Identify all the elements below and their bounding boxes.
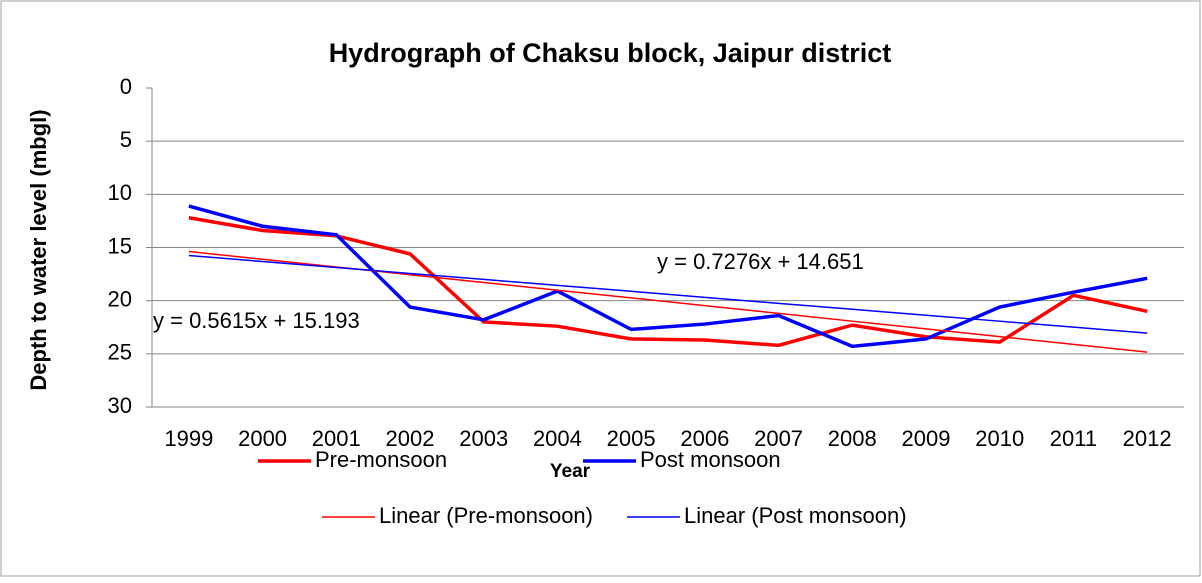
y-tick-label: 25 — [108, 340, 132, 365]
x-tick-label: 2008 — [828, 426, 877, 451]
x-tick-label: 2000 — [238, 426, 287, 451]
trendline-equation: y = 0.5615x + 15.193 — [153, 308, 360, 333]
y-axis-label: Depth to water level (mbgl) — [26, 109, 51, 390]
x-tick-label: 2009 — [902, 426, 951, 451]
x-tick-label: 2011 — [1050, 426, 1097, 451]
series-line — [188, 216, 1148, 348]
x-tick-label: 2005 — [607, 426, 656, 451]
series-line — [188, 204, 1148, 349]
x-tick-label: 2010 — [975, 426, 1024, 451]
x-tick-label: 2001 — [312, 426, 361, 451]
y-tick-label: 0 — [120, 74, 132, 99]
x-tick-label: 2007 — [754, 426, 803, 451]
legend-label: Post monsoon — [640, 447, 781, 472]
y-tick-label: 10 — [108, 180, 132, 205]
legend-label: Linear (Post monsoon) — [684, 503, 907, 528]
legend-label: Pre-monsoon — [315, 447, 447, 472]
y-tick-label: 20 — [108, 286, 132, 311]
series-line — [188, 254, 1148, 334]
trendline-equation: y = 0.7276x + 14.651 — [657, 249, 864, 274]
y-tick-label: 5 — [120, 127, 132, 152]
chart-title: Hydrograph of Chaksu block, Jaipur distr… — [329, 38, 892, 68]
legend-label: Linear (Pre-monsoon) — [379, 503, 593, 528]
y-tick-label: 30 — [108, 393, 132, 418]
x-tick-label: 2006 — [680, 426, 729, 451]
x-tick-label: 2003 — [459, 426, 508, 451]
x-tick-label: 1999 — [164, 426, 213, 451]
x-axis-label: Year — [550, 461, 591, 482]
x-tick-label: 2002 — [386, 426, 435, 451]
x-tick-label: 2004 — [533, 426, 582, 451]
x-tick-label: 2012 — [1123, 426, 1172, 451]
y-tick-label: 15 — [108, 233, 132, 258]
